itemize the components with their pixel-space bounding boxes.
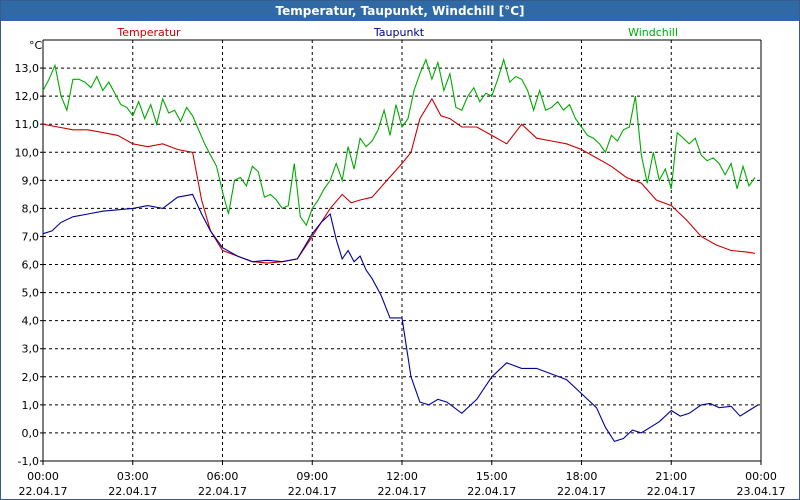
x-tick-date: 22.04.17 (378, 485, 427, 498)
series-line-temperatur (42, 97, 756, 264)
legend-taupunkt: Taupunkt (373, 26, 425, 39)
legend: Temperatur Taupunkt Windchill (116, 26, 678, 39)
y-tick-label: 9,0 (22, 174, 40, 187)
x-tick-time: 00:00 (27, 470, 59, 483)
x-tick-date: 23.04.17 (737, 485, 786, 498)
y-tick-label: 6,0 (22, 259, 40, 272)
series-lines (42, 57, 759, 443)
x-tick-date: 22.04.17 (198, 485, 247, 498)
y-tick-label: 3,0 (22, 343, 40, 356)
x-tick-time: 09:00 (296, 470, 328, 483)
x-tick-time: 12:00 (386, 470, 418, 483)
y-tick-label: 10,0 (15, 146, 40, 159)
series-line-taupunkt (42, 193, 759, 443)
y-tick-label: 7,0 (22, 230, 40, 243)
y-tick-label: 2,0 (22, 371, 40, 384)
y-tick-label: 11,0 (15, 118, 40, 131)
x-tick-time: 00:00 (745, 470, 777, 483)
y-tick-label: 12,0 (15, 90, 40, 103)
y-tick-label: 5,0 (22, 287, 40, 300)
y-tick-label: 8,0 (22, 202, 40, 215)
x-tick-date: 22.04.17 (108, 485, 157, 498)
y-tick-label: 0,0 (22, 427, 40, 440)
x-tick-time: 03:00 (117, 470, 149, 483)
y-tick-label: 13,0 (15, 62, 40, 75)
x-tick-date: 22.04.17 (288, 485, 337, 498)
series-line-windchill (42, 57, 756, 227)
x-tick-date: 22.04.17 (557, 485, 606, 498)
y-tick-label: 4,0 (22, 315, 40, 328)
x-ticks: 00:00 22.04.17 03:00 22.04.17 06:00 22.04.17 0… (19, 470, 786, 498)
y-ticks: -1,0 0,0 1,0 2,0 3,0 4,0 5,0 6,0 7,0 8,0 9,0 10,0 11… (15, 62, 40, 468)
y-tick-label: 1,0 (22, 399, 40, 412)
y-tick-label: -1,0 (18, 455, 39, 468)
x-tick-time: 18:00 (566, 470, 598, 483)
grid (43, 40, 761, 461)
legend-windchill: Windchill (628, 26, 678, 39)
y-axis-unit: °C (29, 39, 43, 52)
legend-temperatur: Temperatur (116, 26, 181, 39)
x-tick-time: 06:00 (207, 470, 239, 483)
chart-title: Temperatur, Taupunkt, Windchill [°C] (1, 1, 799, 21)
x-tick-date: 22.04.17 (467, 485, 516, 498)
x-tick-date: 22.04.17 (647, 485, 696, 498)
x-tick-time: 15:00 (476, 470, 508, 483)
axes (40, 39, 762, 465)
x-tick-time: 21:00 (655, 470, 687, 483)
x-tick-date: 22.04.17 (19, 485, 68, 498)
